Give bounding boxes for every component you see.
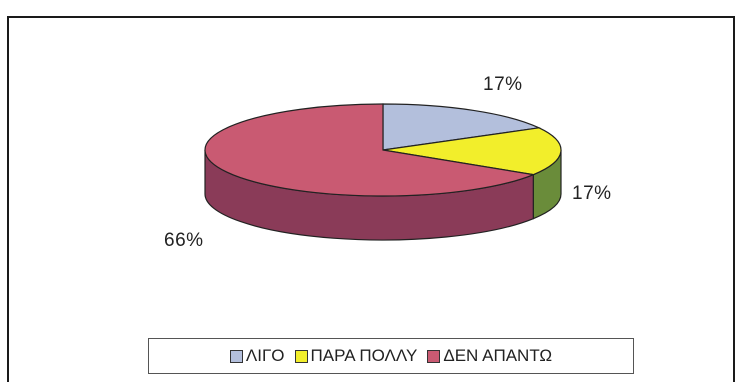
data-label-den-apanto: 66%	[164, 230, 204, 251]
legend-swatch-para-poly	[294, 349, 308, 363]
legend-label-den-apanto: ΔΕΝ ΑΠΑΝΤΩ	[443, 346, 553, 365]
pie-slice-ligo	[382, 103, 542, 151]
legend-item-ligo: ΛΙΓΟ	[229, 346, 285, 366]
legend-item-den-apanto: ΔΕΝ ΑΠΑΝΤΩ	[427, 346, 552, 366]
data-label-ligo: 17%	[483, 74, 523, 95]
legend-swatch-ligo	[229, 349, 243, 363]
pie-slice-den-apanto	[204, 103, 536, 197]
legend-label-ligo: ΛΙΓΟ	[245, 346, 285, 365]
legend-item-para-poly: ΠΑΡΑ ΠΟΛΛΥ	[294, 346, 418, 366]
legend-label-para-poly: ΠΑΡΑ ΠΟΛΛΥ	[310, 346, 418, 365]
data-label-para-poly: 17%	[572, 183, 612, 204]
legend-swatch-den-apanto	[427, 349, 441, 363]
chart-legend: ΛΙΓΟ ΠΑΡΑ ΠΟΛΛΥ ΔΕΝ ΑΠΑΝΤΩ	[148, 338, 634, 374]
pie-slice-para-poly	[382, 127, 562, 176]
